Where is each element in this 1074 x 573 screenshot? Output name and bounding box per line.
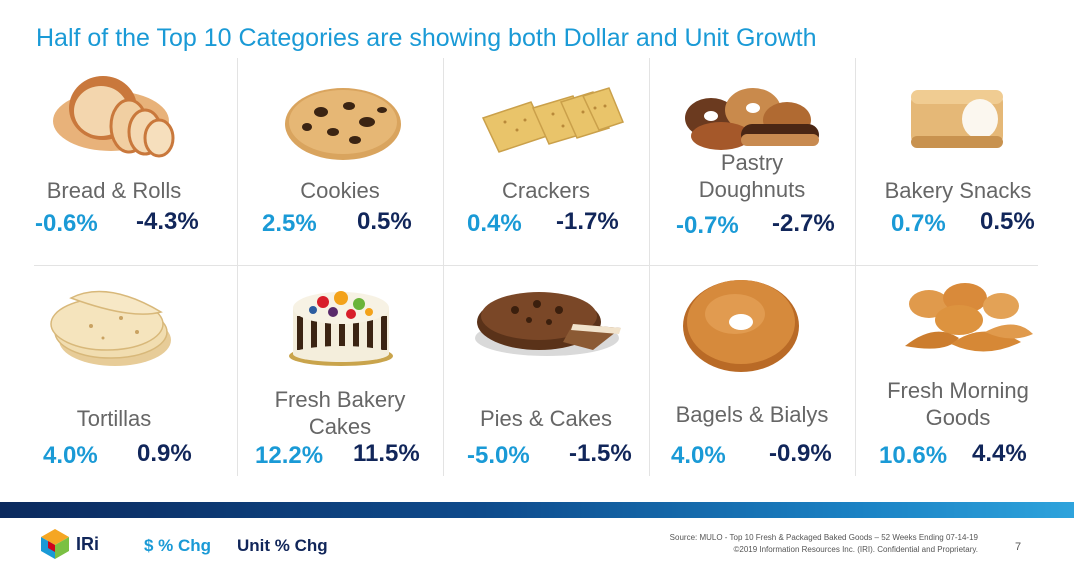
category-cell: Tortillas 4.0% 0.9% <box>11 272 217 472</box>
bread-loaf-icon <box>53 76 175 158</box>
unit-change-value: 11.5% <box>353 440 420 467</box>
dollar-change-value: 4.0% <box>671 442 726 469</box>
category-name: Fresh Bakery Cakes <box>274 387 406 439</box>
category-cell: Bagels & Bialys 4.0% -0.9% <box>649 272 855 472</box>
source-note: Source: MULO - Top 10 Fresh & Packaged B… <box>670 532 978 556</box>
category-cell: Bakery Snacks 0.7% 0.5% <box>855 60 1061 260</box>
category-cell: Cookies 2.5% 0.5% <box>237 60 443 260</box>
dollar-change-value: 2.5% <box>262 210 317 237</box>
dollar-change-value: -0.7% <box>676 212 739 239</box>
category-name: Bakery Snacks <box>884 178 1032 203</box>
category-name: Crackers <box>501 178 590 203</box>
bagel-icon <box>683 280 799 372</box>
unit-change-value: -4.3% <box>136 208 199 235</box>
category-cell: Pies & Cakes -5.0% -1.5% <box>443 272 649 472</box>
unit-change-value: 4.4% <box>972 440 1027 467</box>
unit-change-value: -2.7% <box>772 210 835 237</box>
legend-unit-label: Unit % Chg <box>237 536 328 555</box>
category-name: Pies & Cakes <box>479 406 613 431</box>
unit-change-value: 0.5% <box>357 208 412 235</box>
unit-change-value: -0.9% <box>769 440 832 467</box>
doughnuts-icon <box>685 88 819 150</box>
dollar-change-value: 4.0% <box>43 442 98 469</box>
grid-divider <box>855 58 856 476</box>
footer-gradient-bar <box>0 502 1074 518</box>
dollar-change-value: 0.7% <box>891 210 946 237</box>
grid-divider <box>34 265 1038 266</box>
unit-change-value: 0.9% <box>137 440 192 467</box>
category-cell: Pastry Doughnuts -0.7% -2.7% <box>649 60 855 260</box>
grid-divider <box>443 58 444 476</box>
dollar-change-value: -5.0% <box>467 442 530 469</box>
category-name: Bagels & Bialys <box>675 402 829 427</box>
unit-change-value: -1.5% <box>569 440 632 467</box>
category-name: Tortillas <box>76 406 152 431</box>
cookie-icon <box>285 88 401 160</box>
fruit-cake-icon <box>289 291 393 366</box>
tortillas-icon <box>50 290 171 366</box>
category-name: Bread & Rolls <box>46 178 182 203</box>
logo-text: IRi <box>76 534 100 554</box>
category-cell: Fresh Bakery Cakes 12.2% 11.5% <box>237 272 443 472</box>
category-cell: Crackers 0.4% -1.7% <box>443 60 649 260</box>
dollar-change-value: 0.4% <box>467 210 522 237</box>
grid-divider <box>237 58 238 476</box>
grid-divider <box>649 58 650 476</box>
category-name: Fresh Morning Goods <box>887 378 1029 430</box>
dollar-change-value: 10.6% <box>879 442 948 469</box>
category-cell: Bread & Rolls -0.6% -4.3% <box>11 60 217 260</box>
croissants-icon <box>905 283 1033 352</box>
dollar-change-value: 12.2% <box>255 442 324 469</box>
snack-cake-icon <box>911 90 1003 148</box>
unit-change-value: -1.7% <box>556 208 619 235</box>
chocolate-pie-icon <box>475 292 621 356</box>
source-line: Source: MULO - Top 10 Fresh & Packaged B… <box>669 533 978 542</box>
iri-logo-icon <box>41 529 69 559</box>
category-name: Cookies <box>300 178 380 203</box>
category-cell: Fresh Morning Goods 10.6% 4.4% <box>855 272 1061 472</box>
unit-change-value: 0.5% <box>980 208 1035 235</box>
legend-dollar-label: $ % Chg <box>144 536 212 555</box>
crackers-icon <box>481 87 624 153</box>
category-name: Pastry Doughnuts <box>698 150 806 202</box>
copyright-line: ©2019 Information Resources Inc. (IRI). … <box>733 545 978 554</box>
page-number: 7 <box>1015 541 1022 553</box>
dollar-change-value: -0.6% <box>35 210 98 237</box>
page-title: Half of the Top 10 Categories are showin… <box>36 24 817 52</box>
